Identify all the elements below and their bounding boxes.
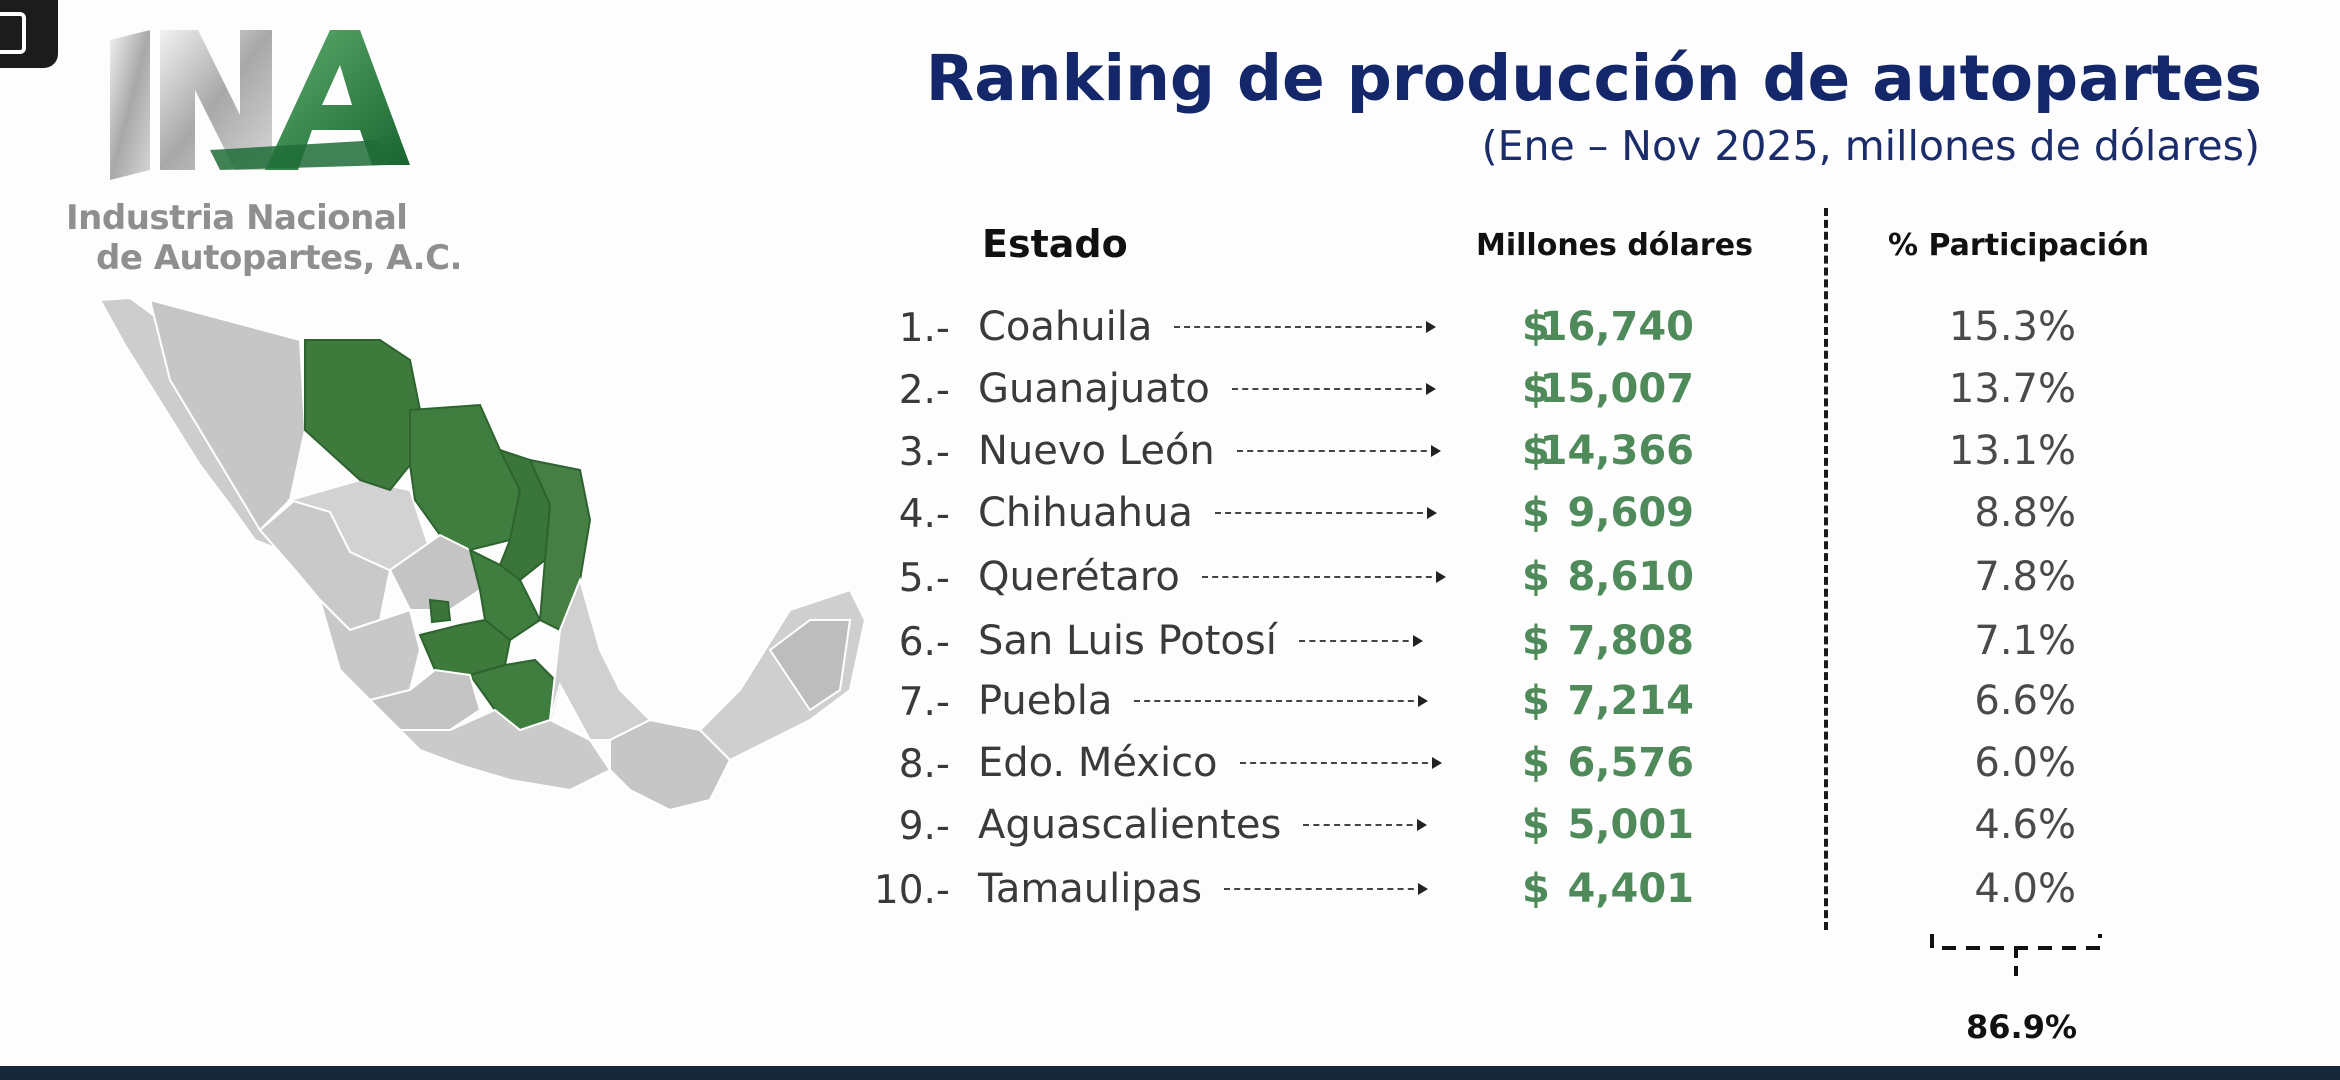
rank-number: 6.- [898, 620, 950, 665]
rank-number: 10.- [873, 868, 950, 913]
total-participation: 86.9% [1966, 1008, 2078, 1046]
currency-symbol: $ [1522, 366, 1550, 412]
arrow-icon [1236, 445, 1441, 457]
value-millones: 5,001 [1567, 802, 1694, 848]
state-label: Guanajuato [978, 366, 1210, 412]
arrow-icon [1214, 507, 1437, 519]
table-row: 10.- Tamaulipas $ 4,401 4.0% [0, 860, 2340, 922]
state-label: Querétaro [978, 554, 1180, 600]
table-row: 6.- San Luis Potosí $ 7,808 7.1% [0, 612, 2340, 674]
rank-number: 1.- [898, 306, 950, 351]
rank-number: 3.- [898, 430, 950, 475]
table-row: 5.- Querétaro $ 8,610 7.8% [0, 548, 2340, 610]
table-row: 8.- Edo. México $ 6,576 6.0% [0, 734, 2340, 796]
table-row: 9.- Aguascalientes $ 5,001 4.6% [0, 796, 2340, 858]
column-header-millones: Millones dólares [1476, 228, 1753, 263]
table-row: 4.- Chihuahua $ 9,609 8.8% [0, 484, 2340, 546]
value-millones: 14,366 [1539, 428, 1694, 474]
state-name: Querétaro [978, 554, 1446, 600]
value-participacion: 15.3% [1948, 304, 2076, 350]
value-participacion: 7.1% [1974, 618, 2076, 664]
value-participacion: 4.6% [1974, 802, 2076, 848]
value-millones: 8,610 [1567, 554, 1694, 600]
state-name: Guanajuato [978, 366, 1436, 412]
value-millones: 6,576 [1567, 740, 1694, 786]
state-name: Puebla [978, 678, 1429, 724]
rank-number: 8.- [898, 742, 950, 787]
rank-number: 7.- [898, 680, 950, 725]
value-millones: 15,007 [1539, 366, 1694, 412]
logo-text-line2: de Autopartes, A.C. [96, 238, 462, 278]
column-header-participacion: % Participación [1888, 228, 2150, 263]
value-participacion: 8.8% [1974, 490, 2076, 536]
corner-badge-glyph [0, 12, 26, 54]
table-row: 1.- Coahuila $ 16,740 15.3% [0, 298, 2340, 360]
mexico-map [98, 296, 867, 812]
currency-symbol: $ [1522, 678, 1550, 724]
state-label: Chihuahua [978, 490, 1193, 536]
arrow-icon [1303, 819, 1428, 831]
table-row: 3.- Nuevo León $ 14,366 13.1% [0, 422, 2340, 484]
ina-logo: Industria Nacional de Autopartes, A.C. [60, 20, 462, 278]
state-label: Puebla [978, 678, 1113, 724]
table-row: 2.- Guanajuato $ 15,007 13.7% [0, 360, 2340, 422]
arrow-icon [1174, 321, 1437, 333]
arrow-icon [1224, 883, 1429, 895]
value-millones: 16,740 [1539, 304, 1694, 350]
currency-symbol: $ [1522, 428, 1550, 474]
value-participacion: 7.8% [1974, 554, 2076, 600]
value-participacion: 13.1% [1948, 428, 2076, 474]
state-label: Aguascalientes [978, 802, 1282, 848]
bottom-bar [0, 1066, 2340, 1080]
currency-symbol: $ [1522, 866, 1550, 912]
value-millones: 7,214 [1567, 678, 1694, 724]
table-row: 7.- Puebla $ 7,214 6.6% [0, 672, 2340, 734]
state-label: Tamaulipas [978, 866, 1203, 912]
column-divider [1824, 208, 1828, 930]
rank-number: 2.- [898, 368, 950, 413]
total-brace-icon [1930, 934, 2102, 982]
state-label: Coahuila [978, 304, 1153, 350]
column-header-estado: Estado [982, 222, 1128, 266]
value-millones: 4,401 [1567, 866, 1694, 912]
arrow-icon [1201, 571, 1446, 583]
currency-symbol: $ [1522, 304, 1550, 350]
rank-number: 9.- [898, 804, 950, 849]
page-subtitle: (Ene – Nov 2025, millones de dólares) [1481, 122, 2260, 170]
state-name: Coahuila [978, 304, 1437, 350]
state-name: Tamaulipas [978, 866, 1429, 912]
value-participacion: 6.6% [1974, 678, 2076, 724]
rank-number: 4.- [898, 492, 950, 537]
arrow-icon [1134, 695, 1429, 707]
page-title: Ranking de producción de autopartes [925, 42, 2262, 115]
state-label: San Luis Potosí [978, 618, 1277, 664]
value-participacion: 6.0% [1974, 740, 2076, 786]
arrow-icon [1231, 383, 1436, 395]
corner-badge [0, 0, 58, 68]
value-millones: 7,808 [1567, 618, 1694, 664]
state-name: San Luis Potosí [978, 618, 1423, 664]
state-name: Chihuahua [978, 490, 1437, 536]
currency-symbol: $ [1522, 618, 1550, 664]
logo-text-line1: Industria Nacional [66, 198, 408, 238]
currency-symbol: $ [1522, 740, 1550, 786]
state-name: Aguascalientes [978, 802, 1428, 848]
value-participacion: 13.7% [1948, 366, 2076, 412]
arrow-icon [1239, 757, 1442, 769]
currency-symbol: $ [1522, 490, 1550, 536]
value-millones: 9,609 [1567, 490, 1694, 536]
arrow-icon [1298, 635, 1423, 647]
ina-logo-mark [110, 30, 410, 180]
value-participacion: 4.0% [1974, 866, 2076, 912]
state-name: Nuevo León [978, 428, 1441, 474]
state-label: Edo. México [978, 740, 1218, 786]
state-name: Edo. México [978, 740, 1442, 786]
currency-symbol: $ [1522, 554, 1550, 600]
currency-symbol: $ [1522, 802, 1550, 848]
state-label: Nuevo León [978, 428, 1215, 474]
rank-number: 5.- [898, 556, 950, 601]
